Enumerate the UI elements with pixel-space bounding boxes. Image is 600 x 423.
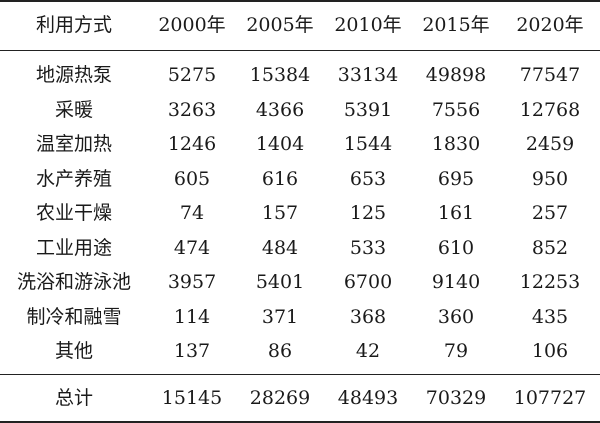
table-cell: 49898 — [425, 64, 487, 86]
table-cell: 42 — [355, 340, 381, 362]
total-rule — [0, 374, 600, 375]
row-label: 农业干燥 — [35, 202, 112, 224]
table-cell: 533 — [349, 236, 387, 259]
table-row: 温室加热 1246 1404 1544 1830 2459 — [0, 129, 600, 159]
table-cell: 157 — [261, 202, 299, 224]
table-cell: 1246 — [167, 133, 217, 155]
table-cell: 5401 — [255, 271, 305, 293]
table-row: 农业干燥 74 157 125 161 257 — [0, 198, 600, 228]
table-cell: 3957 — [167, 271, 217, 293]
table-cell: 368 — [349, 305, 387, 328]
table-cell: 484 — [261, 236, 299, 259]
table-cell: 371 — [261, 305, 299, 328]
row-label: 工业用途 — [35, 236, 112, 259]
row-label: 水产养殖 — [35, 167, 112, 190]
top-rule — [0, 0, 600, 2]
table-cell: 435 — [531, 305, 569, 328]
header-cell: 2005年 — [246, 14, 314, 36]
row-label: 采暖 — [54, 98, 93, 121]
table-cell: 695 — [437, 167, 475, 190]
table-cell: 1404 — [255, 133, 305, 155]
table-row: 其他 137 86 42 79 106 — [0, 336, 600, 366]
header-cell: 利用方式 — [35, 14, 112, 36]
table-cell: 5275 — [167, 64, 217, 86]
header-cell: 2015年 — [422, 14, 490, 36]
table-cell: 852 — [531, 236, 569, 259]
header-rule — [0, 50, 600, 51]
table-row: 采暖 3263 4366 5391 7556 12768 — [0, 95, 600, 125]
table-cell: 74 — [179, 202, 205, 224]
table-cell: 125 — [349, 202, 387, 224]
table-cell: 360 — [437, 305, 475, 328]
row-label: 洗浴和游泳池 — [16, 271, 131, 293]
table-cell: 3263 — [167, 98, 217, 121]
table-cell: 4366 — [255, 98, 305, 121]
table-cell: 114 — [173, 305, 211, 328]
total-row: 总计 15145 28269 48493 70329 107727 — [0, 383, 600, 413]
table-cell: 12768 — [519, 98, 581, 121]
table-cell: 9140 — [431, 271, 481, 293]
table-row: 地源热泵 5275 15384 33134 49898 77547 — [0, 60, 600, 90]
row-label: 制冷和融雪 — [26, 305, 122, 328]
table-cell: 605 — [173, 167, 211, 190]
total-cell: 107727 — [513, 387, 587, 409]
row-label: 温室加热 — [35, 133, 112, 155]
table-cell: 1544 — [343, 133, 393, 155]
header-cell: 2020年 — [516, 14, 584, 36]
header-cell: 2010年 — [334, 14, 402, 36]
table-cell: 86 — [267, 340, 293, 362]
total-cell: 总计 — [54, 387, 93, 409]
row-label: 其他 — [54, 340, 93, 362]
table-cell: 137 — [173, 340, 211, 362]
table-cell: 77547 — [519, 64, 581, 86]
table-cell: 257 — [531, 202, 569, 224]
header-row: 利用方式 2000年 2005年 2010年 2015年 2020年 — [0, 10, 600, 40]
table-cell: 161 — [437, 202, 475, 224]
total-cell: 15145 — [161, 387, 223, 409]
bottom-rule — [0, 421, 600, 423]
table-row: 水产养殖 605 616 653 695 950 — [0, 164, 600, 194]
total-cell: 28269 — [249, 387, 311, 409]
table-cell: 5391 — [343, 98, 393, 121]
table-row: 制冷和融雪 114 371 368 360 435 — [0, 302, 600, 332]
table-cell: 7556 — [431, 98, 481, 121]
total-cell: 70329 — [425, 387, 487, 409]
table-cell: 474 — [173, 236, 211, 259]
table-cell: 2459 — [525, 133, 575, 155]
table-row: 工业用途 474 484 533 610 852 — [0, 233, 600, 263]
table-cell: 106 — [531, 340, 569, 362]
table-cell: 12253 — [519, 271, 581, 293]
table-cell: 653 — [349, 167, 387, 190]
total-cell: 48493 — [337, 387, 399, 409]
header-cell: 2000年 — [158, 14, 226, 36]
table-row: 洗浴和游泳池 3957 5401 6700 9140 12253 — [0, 267, 600, 297]
table-cell: 15384 — [249, 64, 311, 86]
table-cell: 79 — [443, 340, 469, 362]
table-cell: 1830 — [431, 133, 481, 155]
table-cell: 610 — [437, 236, 475, 259]
table-cell: 6700 — [343, 271, 393, 293]
table-cell: 616 — [261, 167, 299, 190]
row-label: 地源热泵 — [35, 64, 112, 86]
table-cell: 33134 — [337, 64, 399, 86]
table-cell: 950 — [531, 167, 569, 190]
